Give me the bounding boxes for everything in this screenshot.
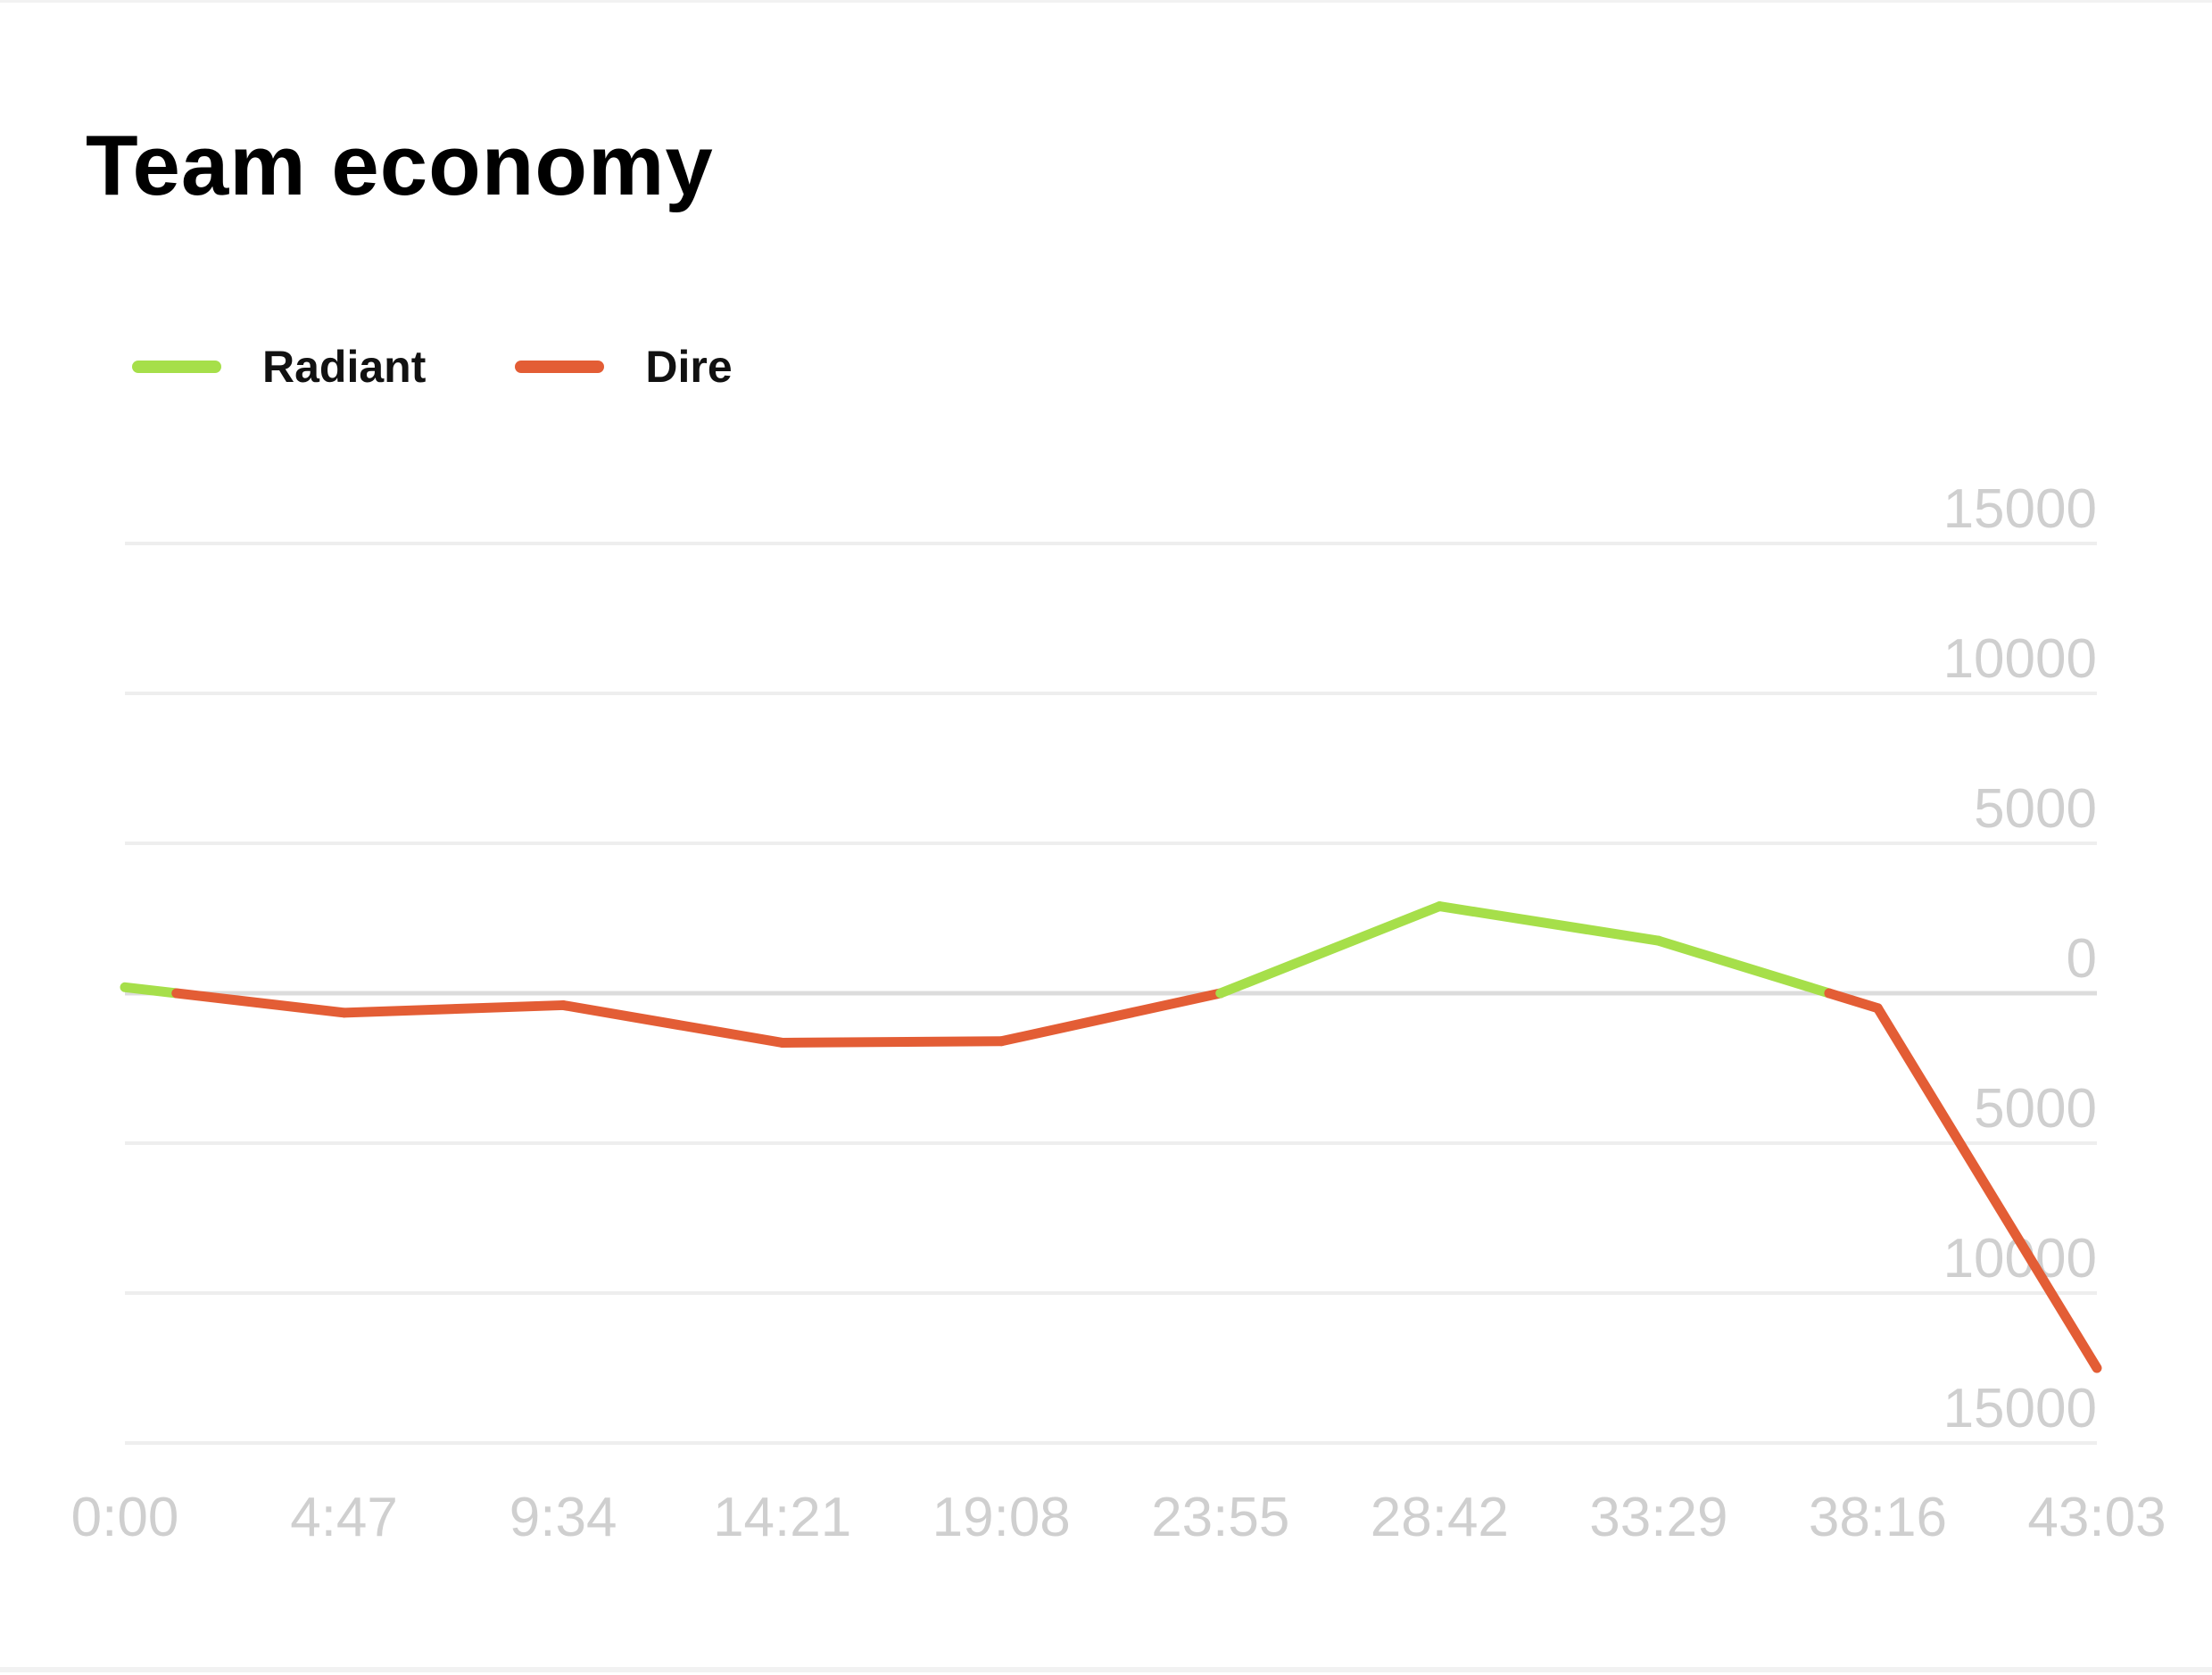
line-segment-dire xyxy=(1872,1003,2102,1373)
y-tick-label: 5000 xyxy=(1974,778,2097,840)
x-tick-label: 4:47 xyxy=(290,1487,398,1548)
legend-label-dire: Dire xyxy=(645,342,733,392)
chart-title: Team economy xyxy=(86,118,714,213)
line-segment-radiant xyxy=(1653,935,1835,999)
y-tick-label: 15000 xyxy=(1943,478,2097,540)
line-segment-dire xyxy=(558,999,788,1048)
legend-label-radiant: Radiant xyxy=(262,342,427,392)
y-tick-label: 10000 xyxy=(1943,628,2097,690)
x-tick-label: 14:21 xyxy=(713,1487,851,1548)
x-tick-label: 33:29 xyxy=(1589,1487,1727,1548)
x-tick-label: 9:34 xyxy=(510,1487,617,1548)
legend-swatch-radiant xyxy=(132,361,221,373)
y-tick-label: 5000 xyxy=(1974,1078,2097,1140)
y-tick-label: 15000 xyxy=(1943,1378,2097,1439)
line-segment-radiant xyxy=(1215,901,1445,999)
chart-legend: Radiant Dire xyxy=(132,338,822,395)
line-segment-radiant xyxy=(120,982,182,999)
x-tick-label: 43:03 xyxy=(2027,1487,2166,1548)
legend-item-dire[interactable]: Dire xyxy=(515,341,733,393)
x-tick-label: 19:08 xyxy=(932,1487,1071,1548)
grid-lines xyxy=(125,542,2097,1445)
line-segment-dire xyxy=(777,1036,1007,1048)
line-segment-dire xyxy=(339,999,568,1018)
y-tick-label: 0 xyxy=(2067,928,2097,990)
line-segment-dire xyxy=(171,988,350,1018)
x-tick-label: 0:00 xyxy=(71,1487,179,1548)
line-segment-radiant xyxy=(1434,901,1664,946)
line-segment-dire xyxy=(1824,988,1883,1014)
series-economy xyxy=(120,901,2102,1373)
legend-item-radiant[interactable]: Radiant xyxy=(132,341,426,393)
x-tick-label: 28:42 xyxy=(1371,1487,1509,1548)
legend-swatch-dire xyxy=(515,361,605,373)
x-tick-label: 23:55 xyxy=(1151,1487,1289,1548)
x-axis-ticks: 0:00 4:47 9:34 14:21 19:08 23:55 28:42 33:29 38:… xyxy=(71,1487,2166,1548)
x-tick-label: 38:16 xyxy=(1809,1487,1947,1548)
line-segment-dire xyxy=(996,988,1226,1047)
